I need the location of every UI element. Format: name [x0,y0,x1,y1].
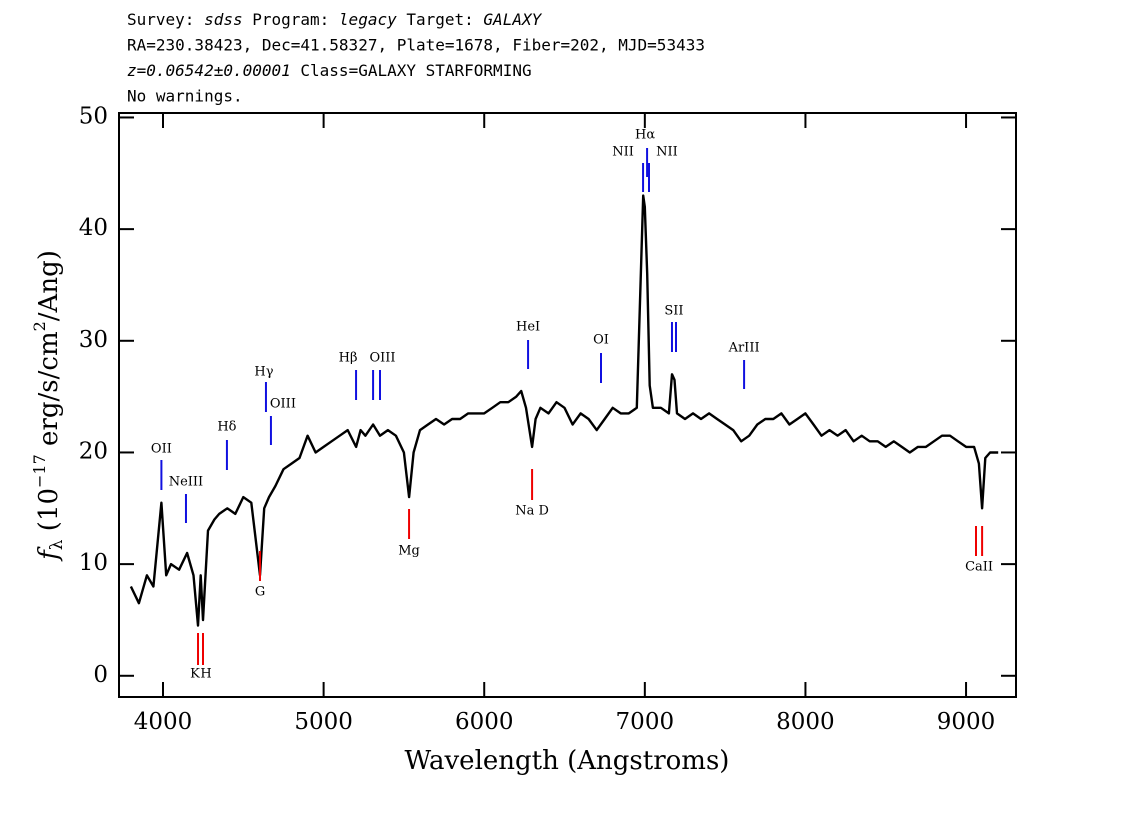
y-axis-label-part: /Ang) [34,250,64,321]
header-text: legacy [339,10,397,29]
y-axis-label-part: λ [47,539,67,550]
x-tick-label: 5000 [294,709,353,735]
feature-label: CaII [965,560,993,575]
y-tick-label: 0 [93,662,108,688]
header-text: sdss [204,10,243,29]
feature-label: ArIII [728,341,760,356]
y-axis-label-part: 2 [30,321,49,331]
header-text: Class=GALAXY STARFORMING [291,61,532,80]
y-axis-label-part: erg/s/cm [34,331,64,454]
x-tick-label: 8000 [776,709,835,735]
feature-label: NeIII [169,475,203,490]
feature-label: NII [656,145,678,160]
y-axis-label-part: (10 [34,488,64,540]
feature-label: K [190,667,200,682]
y-tick-label: 50 [79,103,108,129]
x-tick-label: 7000 [616,709,675,735]
x-tick-label: 4000 [134,709,193,735]
header-text: Target: [397,10,484,29]
header-line: Survey: sdss Program: legacy Target: GAL… [127,10,543,29]
header-line: z=0.06542±0.00001 Class=GALAXY STARFORMI… [127,61,532,80]
header-text: Program: [243,10,339,29]
feature-label: HeI [516,320,540,335]
feature-label: OIII [270,397,296,412]
header-text: z=0.06542±0.00001 [127,61,291,80]
feature-label: SII [664,304,683,319]
y-tick-label: 20 [79,438,108,464]
feature-label: NII [612,145,634,160]
feature-label: Hβ [339,351,358,366]
header-text: Survey: [127,10,204,29]
feature-label: G [255,585,265,600]
y-tick-label: 10 [79,550,108,576]
header-text: RA=230.38423, Dec=41.58327, Plate=1678, … [127,35,705,54]
feature-label: OII [151,442,172,457]
spectrum-line [129,194,999,627]
header-line: No warnings. [127,86,243,105]
y-axis-label-part: −17 [30,454,49,488]
y-axis-label: fλ (10−17 erg/s/cm2/Ang) [30,250,67,562]
feature-label: Mg [398,544,420,559]
feature-label: Na D [515,504,549,519]
feature-label: OIII [369,351,395,366]
y-tick-label: 30 [79,327,108,353]
header-line: RA=230.38423, Dec=41.58327, Plate=1678, … [127,35,705,54]
feature-label: Hγ [254,365,273,380]
x-tick-label: 6000 [455,709,514,735]
feature-label: Hα [635,128,655,143]
x-axis-label: Wavelength (Angstroms) [405,746,730,776]
y-tick-label: 40 [79,215,108,241]
header-text: GALAXY [483,10,542,29]
feature-label: H [200,667,211,682]
header-text: No warnings. [127,86,243,105]
x-tick-label: 9000 [937,709,996,735]
feature-label: Hδ [217,420,236,435]
plot-frame [118,112,1017,698]
feature-label: OI [593,333,609,348]
